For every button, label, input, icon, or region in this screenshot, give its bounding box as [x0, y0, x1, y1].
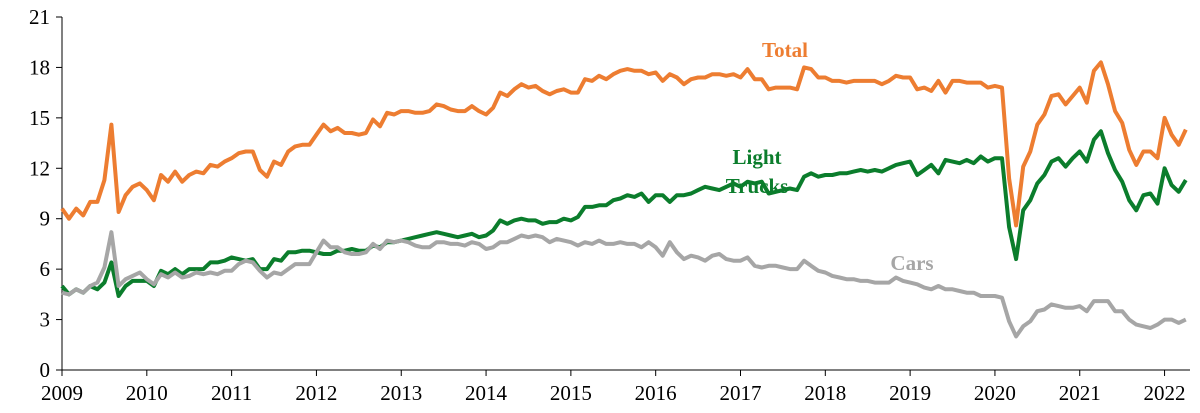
series-label: Cars — [890, 251, 933, 275]
x-tick-label: 2018 — [804, 381, 846, 405]
y-tick-label: 15 — [29, 106, 50, 130]
series-label: Total — [762, 38, 808, 62]
y-tick-label: 12 — [29, 156, 50, 180]
x-tick-label: 2022 — [1144, 381, 1186, 405]
series-line — [61, 230, 1187, 339]
series-label: Light Trucks — [726, 145, 789, 198]
y-tick-label: 6 — [40, 257, 51, 281]
x-tick-label: 2021 — [1059, 381, 1101, 405]
y-tick-label: 18 — [29, 55, 50, 79]
x-tick-label: 2015 — [550, 381, 592, 405]
x-tick-label: 2010 — [126, 381, 168, 405]
y-tick-label: 9 — [40, 207, 51, 231]
x-tick-label: 2012 — [295, 381, 337, 405]
series-line — [60, 60, 1188, 228]
x-tick-label: 2011 — [211, 381, 252, 405]
y-tick-label: 0 — [40, 358, 51, 382]
x-tick-label: 2019 — [889, 381, 931, 405]
x-tick-label: 2020 — [974, 381, 1016, 405]
x-tick-label: 2013 — [380, 381, 422, 405]
x-tick-label: 2017 — [719, 381, 761, 405]
x-tick-label: 2009 — [41, 381, 83, 405]
y-tick-label: 3 — [40, 308, 51, 332]
x-tick-label: 2016 — [635, 381, 677, 405]
x-tick-label: 2014 — [465, 381, 508, 405]
y-tick-label: 21 — [29, 5, 50, 29]
